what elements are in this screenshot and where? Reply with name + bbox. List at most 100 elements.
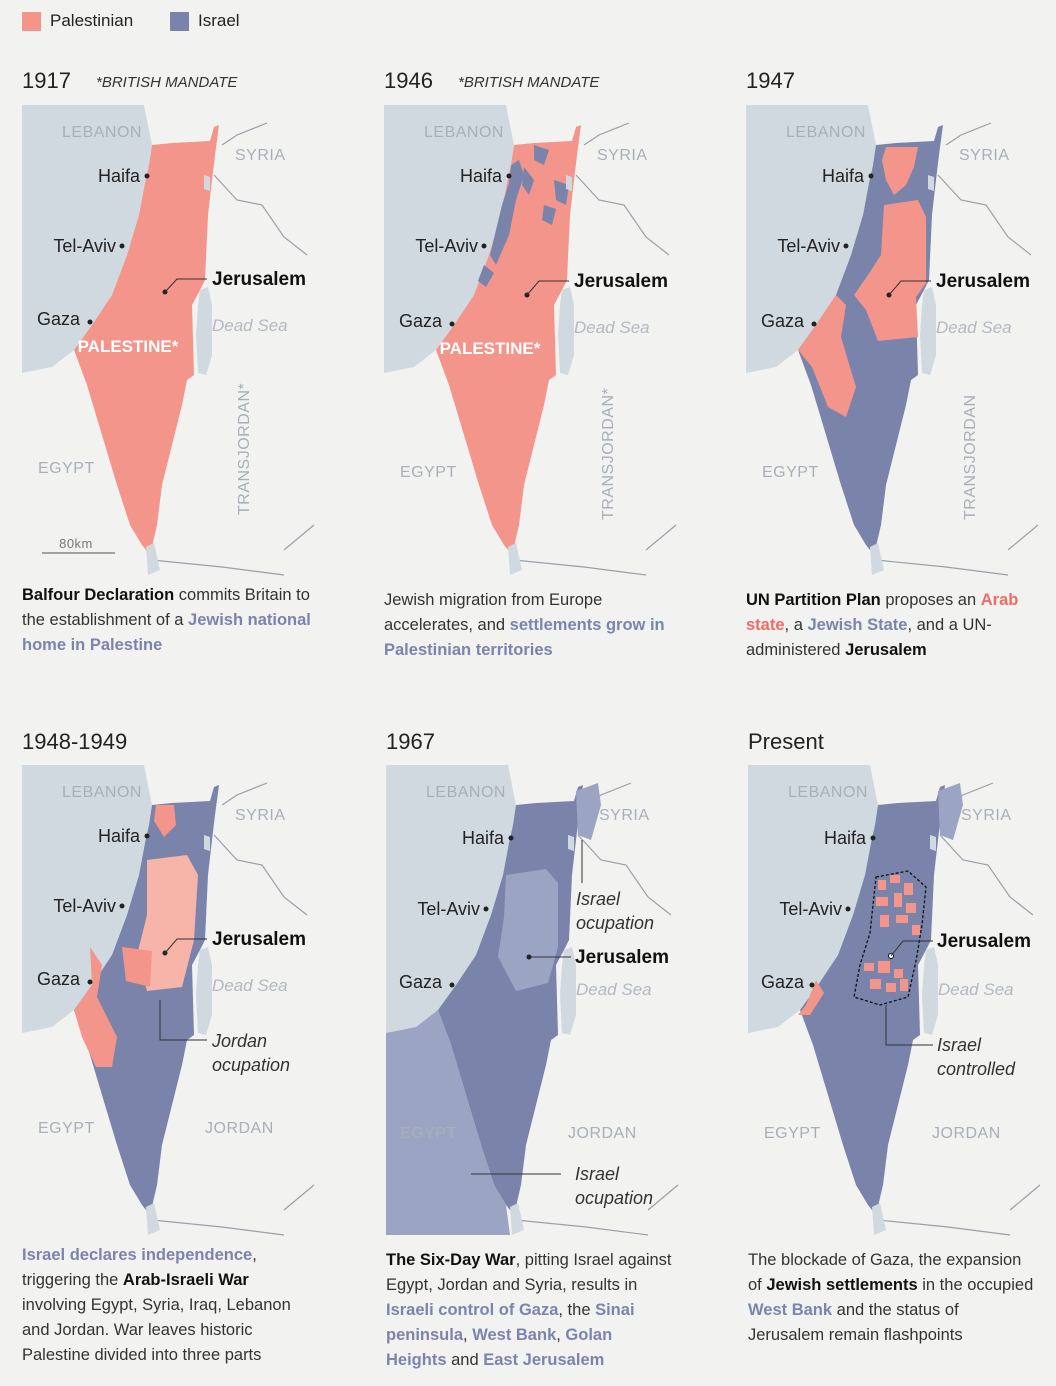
- city-label: Jerusalem: [212, 269, 306, 290]
- city-label: Gaza: [37, 309, 81, 329]
- city-label: Tel-Aviv: [417, 899, 480, 919]
- panel-note: *BRITISH MANDATE: [96, 74, 238, 91]
- city-label: Gaza: [761, 311, 805, 331]
- country-label: JORDAN: [932, 1125, 1001, 1142]
- city-label: Haifa: [460, 166, 503, 186]
- country-label: LEBANON: [62, 784, 142, 801]
- annotation: Israel: [576, 889, 621, 909]
- caption-text: , a: [784, 616, 808, 634]
- map: LEBANON SYRIA Haifa Tel-Aviv Jerusalem G…: [385, 764, 679, 1236]
- sea-label: Dead Sea: [212, 976, 288, 995]
- map: LEBANON SYRIA Haifa Tel-Aviv Jerusalem G…: [21, 104, 315, 576]
- caption-text: ,: [556, 1326, 566, 1344]
- country-label: TRANSJORDAN*: [236, 383, 253, 515]
- country-label: SYRIA: [597, 147, 648, 164]
- caption-text: commits Britain to the establishment of …: [22, 586, 310, 629]
- sea-label: Dead Sea: [576, 980, 652, 999]
- region-label: PALESTINE*: [440, 339, 541, 358]
- city-label: Haifa: [98, 826, 141, 846]
- caption-text: Jewish State: [807, 616, 908, 634]
- panel-year: Present: [748, 729, 824, 754]
- country-label: EGYPT: [764, 1125, 821, 1142]
- country-label: EGYPT: [400, 464, 457, 481]
- caption-text: and: [446, 1351, 484, 1369]
- region-label: PALESTINE*: [78, 337, 179, 356]
- country-label: TRANSJORDAN*: [600, 388, 617, 520]
- panel-year: 1947: [746, 68, 795, 93]
- annotation: ocupation: [212, 1055, 290, 1075]
- country-label: EGYPT: [762, 464, 819, 481]
- country-label: LEBANON: [426, 784, 506, 801]
- city-label: Tel-Aviv: [53, 236, 116, 256]
- annotation: ocupation: [576, 913, 654, 933]
- caption-text: , triggering the: [22, 1246, 257, 1289]
- country-label: LEBANON: [786, 124, 866, 141]
- caption-text: and the status of Jerusalem remain flash…: [748, 1301, 963, 1344]
- annotation: Israel: [937, 1035, 982, 1055]
- country-label: EGYPT: [400, 1125, 457, 1142]
- caption: The Six-Day War, pitting Israel against …: [386, 1248, 676, 1373]
- city-label: Gaza: [37, 969, 81, 989]
- caption: Balfour Declaration commits Britain to t…: [22, 583, 312, 658]
- caption: The blockade of Gaza, the expansion of J…: [748, 1248, 1038, 1348]
- country-label: SYRIA: [961, 807, 1012, 824]
- country-label: SYRIA: [235, 807, 286, 824]
- caption-text: Sinai peninsula: [386, 1301, 635, 1344]
- annotation: controlled: [937, 1059, 1016, 1079]
- country-label: LEBANON: [424, 124, 504, 141]
- sea-label: Dead Sea: [212, 316, 288, 335]
- legend-swatch: [22, 12, 41, 31]
- scale-label: 80km: [59, 536, 93, 551]
- city-label: Haifa: [98, 166, 141, 186]
- city-label: Tel-Aviv: [415, 236, 478, 256]
- annotation: ocupation: [575, 1188, 653, 1208]
- city-label: Haifa: [824, 828, 867, 848]
- caption-text: The Six-Day War: [386, 1251, 516, 1269]
- city-label: Tel-Aviv: [779, 899, 842, 919]
- country-label: EGYPT: [38, 1120, 95, 1137]
- annotation: Jordan: [211, 1031, 267, 1051]
- caption-text: Arab state: [746, 591, 1019, 634]
- caption-text: Golan Heights: [386, 1326, 613, 1369]
- country-label: SYRIA: [235, 147, 286, 164]
- country-label: JORDAN: [568, 1125, 637, 1142]
- city-label: Jerusalem: [937, 931, 1031, 952]
- caption-text: Jewish migration from Europe accelerates…: [384, 591, 603, 634]
- caption-text: Jewish national home in Palestine: [22, 611, 311, 654]
- city-label: Jerusalem: [936, 271, 1030, 292]
- caption-text: Jewish settlements: [766, 1276, 918, 1294]
- caption-text: Israeli control of Gaza: [386, 1301, 559, 1319]
- caption-text: , pitting Israel against Egypt, Jordan a…: [386, 1251, 672, 1294]
- caption-text: The blockade of Gaza, the expansion of: [748, 1251, 1022, 1294]
- caption-text: settlements grow in Palestinian territor…: [384, 616, 665, 659]
- caption-text: Israel declares independence: [22, 1246, 253, 1264]
- country-label: LEBANON: [62, 124, 142, 141]
- caption-text: West Bank: [748, 1301, 833, 1319]
- caption-text: East Jerusalem: [483, 1351, 605, 1369]
- country-label: LEBANON: [788, 784, 868, 801]
- panel-note: *BRITISH MANDATE: [458, 74, 600, 91]
- city-label: Jerusalem: [574, 271, 668, 292]
- country-label: JORDAN: [205, 1120, 274, 1137]
- legend-label: Israel: [198, 11, 240, 30]
- city-label: Jerusalem: [212, 929, 306, 950]
- country-label: SYRIA: [599, 807, 650, 824]
- sea-label: Dead Sea: [936, 318, 1012, 337]
- caption: Israel declares independence, triggering…: [22, 1243, 312, 1368]
- city-label: Gaza: [399, 972, 443, 992]
- country-label: SYRIA: [959, 147, 1010, 164]
- legend-swatch: [170, 12, 189, 31]
- city-label: Tel-Aviv: [53, 896, 116, 916]
- country-label: TRANSJORDAN: [962, 394, 979, 520]
- city-label: Haifa: [462, 828, 505, 848]
- panel-year: 1948-1949: [22, 729, 128, 754]
- city-label: Tel-Aviv: [777, 236, 840, 256]
- caption-text: UN Partition Plan: [746, 591, 881, 609]
- caption-text: involving Egypt, Syria, Iraq, Lebanon an…: [22, 1296, 291, 1364]
- sea-label: Dead Sea: [938, 980, 1014, 999]
- panel-year: 1917: [22, 68, 71, 93]
- map: LEBANON SYRIA Haifa Tel-Aviv Jerusalem G…: [745, 104, 1039, 576]
- caption-text: , the: [558, 1301, 596, 1319]
- caption-text: , and a UN-administered: [746, 616, 992, 659]
